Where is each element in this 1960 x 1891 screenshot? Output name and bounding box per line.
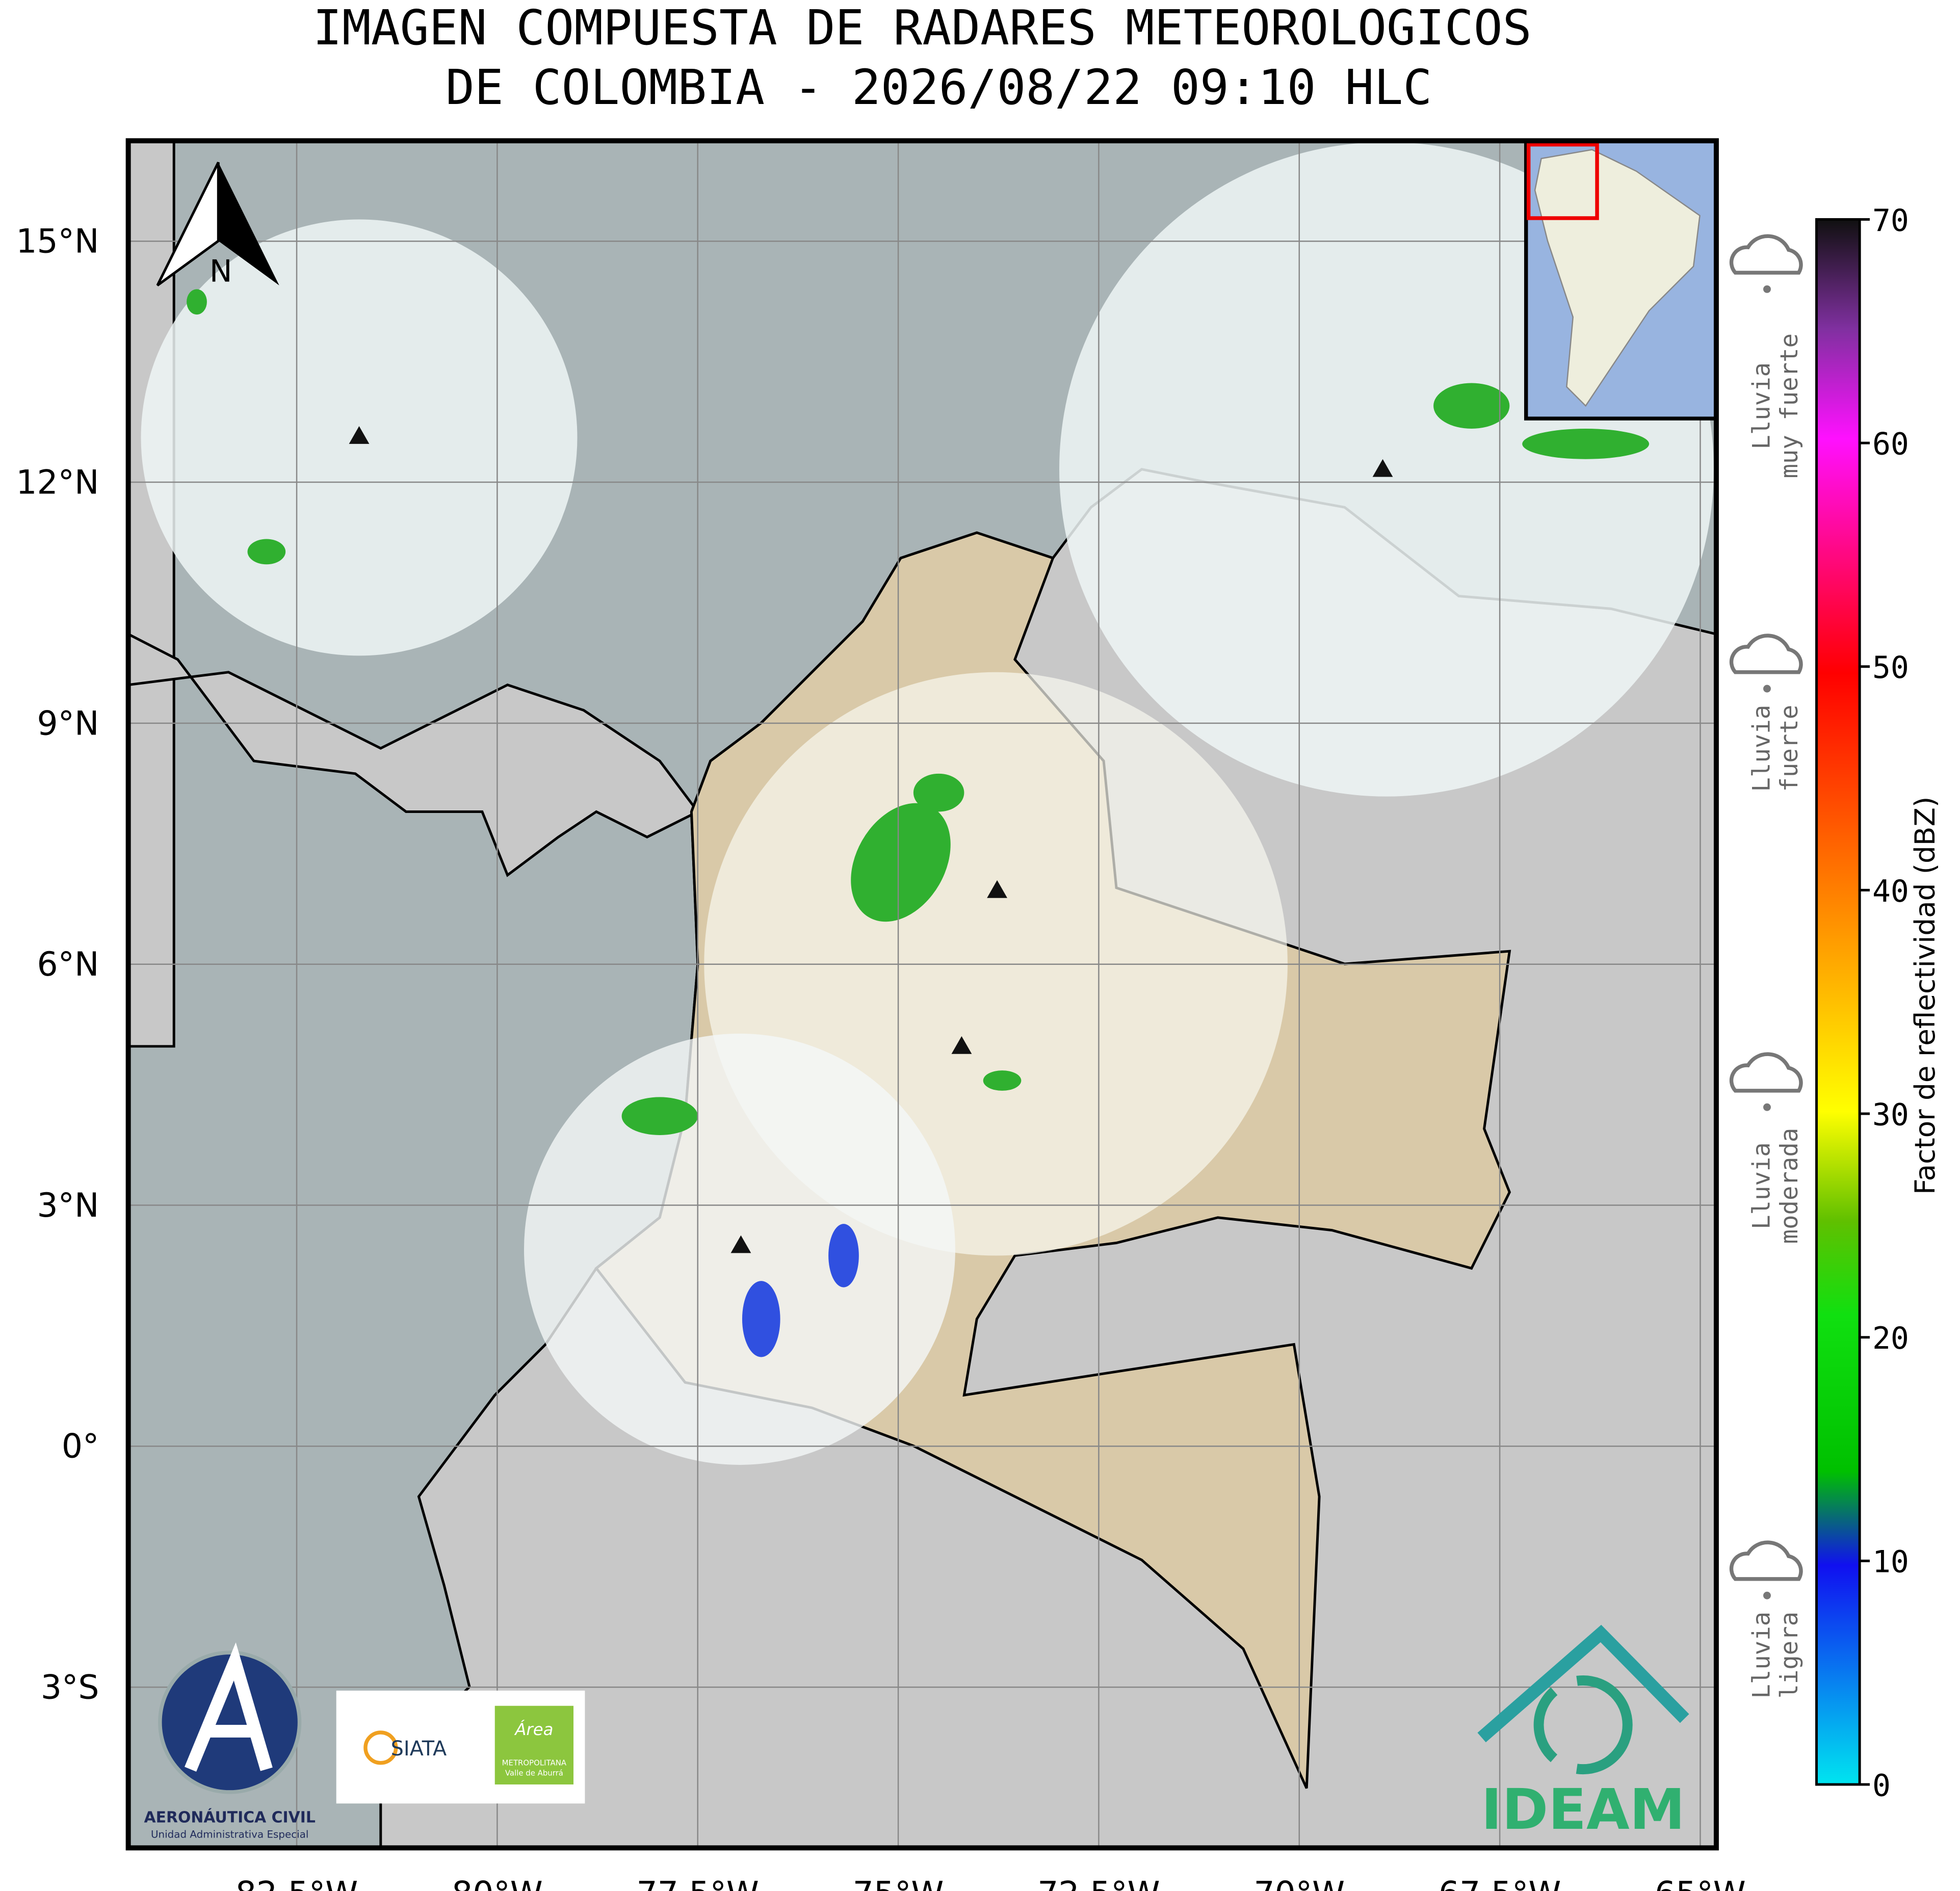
cloud [1729,1052,1803,1093]
lon-tick-label: 80°W [452,1875,543,1891]
north-label: N [210,254,232,289]
rain-icon [1729,1052,1803,1111]
cloud [1729,1540,1803,1581]
title-line: DE COLOMBIA - 2026/08/22 09:10 HLC [446,60,1432,116]
colorbar-tick-label: 70 [1872,203,1909,239]
logo-text: Área [514,1720,553,1739]
radar-echoes [187,289,1650,1357]
lat-tick-label: 3°S [41,1669,99,1707]
colorbar-tick-label: 60 [1872,427,1909,462]
lat-tick-label: 6°N [37,946,99,984]
lon-tick-label: 72.5°W [1037,1875,1160,1891]
colorbar-tick-label: 50 [1872,650,1909,686]
lon-tick-label: 82.5°W [236,1875,358,1891]
colorbar-label: Factor de reflectividad (dBZ) [1909,797,1941,1195]
colorbar-tick-label: 0 [1872,1768,1891,1803]
inset-map [1524,141,1716,421]
rain-level-label: Lluvia [1747,362,1775,450]
lon-tick-label: 65°W [1655,1875,1746,1891]
title-line: IMAGEN COMPUESTA DE RADARES METEOROLOGIC… [313,0,1532,56]
drop [1763,1591,1771,1599]
rain-level-label: Lluvia [1747,705,1775,792]
ideam-swirl [1533,1675,1633,1775]
logo-text: Unidad Administrativa Especial [151,1828,308,1840]
siata-icon [363,1730,398,1765]
logo-text: AERONÁUTICA CIVIL [144,1808,316,1827]
rain-icon [1729,634,1803,693]
map-area: N AERONÁUTICA CIVIL Unidad Administrativ… [128,141,1716,1848]
lat-tick-label: 12°N [16,463,99,502]
colorbar-tick-label: 10 [1872,1545,1909,1580]
lat-tick-label: 0° [62,1428,99,1466]
colorbar-tick-label: 20 [1872,1321,1909,1356]
logo-text: Valle de Aburrá [505,1769,563,1778]
colorbar-tick-label: 40 [1872,874,1909,909]
land [128,633,700,877]
lon-tick-label: 75°W [853,1875,944,1891]
rain-icon [1729,1540,1803,1599]
map-frame [125,138,1719,1851]
lat-tick-label: 15°N [16,223,99,261]
drop [1763,1103,1771,1111]
logo-text: METROPOLITANA [502,1758,567,1768]
cloud [1729,634,1803,674]
lat-tick-label: 3°N [37,1187,99,1225]
rain-level-label: Lluvia [1747,1612,1775,1699]
lon-tick-label: 77.5°W [637,1875,759,1891]
cloud [1729,234,1803,275]
rain-level-label: moderada [1775,1128,1804,1244]
radar-sites [349,426,1393,1253]
aerocivil-logo [158,1642,302,1794]
ideam-roof [1477,1624,1689,1743]
rain-level-label: muy fuerte [1775,333,1804,479]
area-logo [494,1705,574,1784]
colorbar [1815,218,1861,1786]
lat-tick-label: 9°N [37,704,99,743]
graticule [128,141,1716,1848]
drop [1763,285,1771,293]
logo-text: SIATA [391,1737,447,1761]
rain-level-label: ligera [1775,1612,1804,1699]
colorbar-tick-label: 30 [1872,1097,1909,1133]
rain-icon [1729,234,1803,293]
rain-level-label: fuerte [1775,705,1804,792]
logo-text: IDEAM [1481,1777,1685,1842]
rain-level-label: Lluvia [1747,1142,1775,1229]
drop [1763,685,1771,693]
lon-tick-label: 70°W [1253,1875,1345,1891]
lon-tick-label: 67.5°W [1439,1875,1561,1891]
